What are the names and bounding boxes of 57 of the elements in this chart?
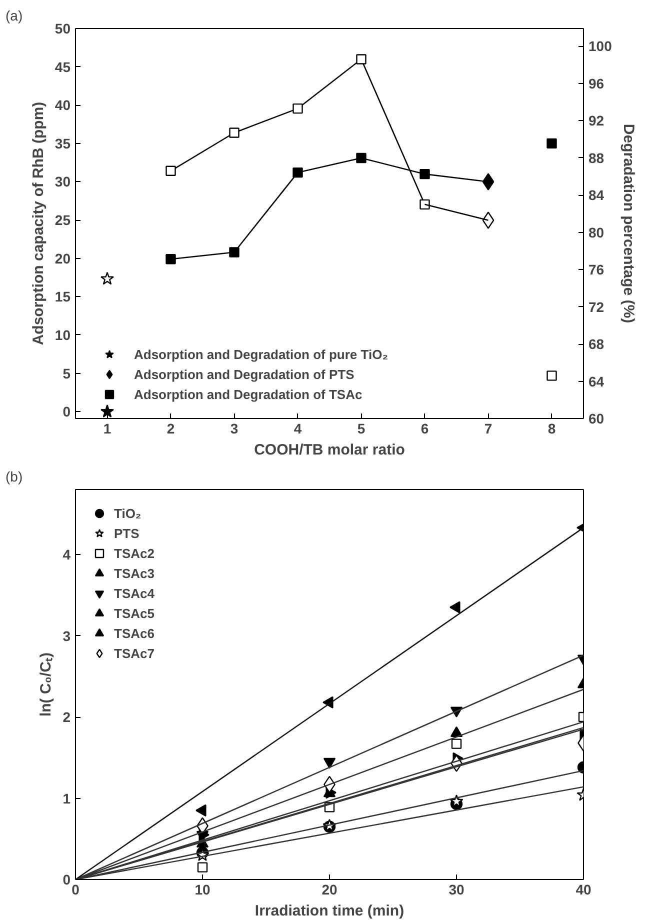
legend-label: TSAc2 (114, 546, 154, 560)
y2-axis-title: Degradation percentage (%) (620, 124, 637, 324)
y-axis-title: Adsorption capacity of RhB (ppm) (30, 102, 47, 346)
y-tick-label: 25 (54, 212, 71, 228)
y2-tick-label: 76 (588, 262, 604, 278)
y2-tick-label: 100 (588, 38, 612, 54)
y-axis-title: ln( C₀/Cₜ) (38, 652, 55, 717)
y-tick-label: 35 (54, 135, 71, 152)
y2-tick-label: 72 (588, 298, 604, 315)
y-tick-label: 2 (62, 709, 71, 725)
x-tick-label: 40 (576, 882, 592, 898)
x-tick-label: 7 (484, 420, 492, 436)
chart-title: (b) (6, 468, 23, 484)
x-tick-label: 10 (194, 882, 210, 898)
y-tick-label: 40 (54, 97, 71, 114)
y2-tick-label: 64 (588, 373, 604, 390)
legend-label: TSAc3 (114, 566, 154, 580)
x-tick-label: 3 (230, 420, 238, 436)
y2-tick-label: 68 (588, 336, 604, 352)
y-tick-label: 1 (62, 790, 71, 806)
legend-label: TSAc7 (114, 646, 154, 660)
y-tick-label: 5 (62, 365, 71, 382)
y-tick-label: 3 (62, 628, 71, 644)
y-tick-label: 0 (62, 872, 71, 888)
y-tick-label: 20 (54, 250, 71, 266)
y2-tick-label: 88 (588, 150, 604, 166)
x-tick-label: 6 (420, 420, 429, 436)
y2-tick-label: 80 (588, 224, 604, 240)
x-axis-title: Irradiation time (min) (254, 902, 404, 920)
y-tick-label: 50 (54, 20, 71, 36)
legend-label: TSAc4 (114, 586, 154, 600)
legend-label: PTS (114, 526, 140, 540)
y-tick-label: 4 (62, 546, 71, 562)
y2-tick-label: 84 (588, 187, 604, 204)
legend-label: Adsorption and Degradation of PTS (134, 366, 354, 382)
x-tick-label: 4 (294, 420, 302, 436)
y-tick-label: 0 (62, 404, 71, 420)
x-tick-label: 1 (103, 420, 112, 436)
y2-tick-label: 92 (588, 112, 604, 129)
x-tick-label: 2 (166, 420, 175, 436)
x-tick-label: 5 (357, 420, 366, 436)
y-tick-label: 30 (54, 174, 71, 190)
legend-label: TSAc5 (114, 606, 154, 620)
y2-tick-label: 96 (588, 75, 604, 92)
x-axis-title: COOH/TB molar ratio (254, 442, 405, 458)
x-tick-label: 8 (548, 420, 556, 436)
legend-label: Adsorption and Degradation of pure TiO₂ (134, 346, 388, 362)
legend-label: Adsorption and Degradation of TSAc (134, 386, 362, 402)
y-tick-label: 10 (54, 326, 71, 343)
legend-label: TiO₂ (114, 506, 142, 520)
y2-tick-label: 60 (588, 410, 604, 426)
chart-title: (a) (6, 8, 23, 24)
y-tick-label: 45 (54, 58, 71, 75)
x-tick-label: 30 (448, 882, 464, 898)
x-tick-label: 20 (322, 882, 338, 898)
y-tick-label: 15 (54, 288, 71, 305)
legend-label: TSAc6 (114, 626, 154, 640)
